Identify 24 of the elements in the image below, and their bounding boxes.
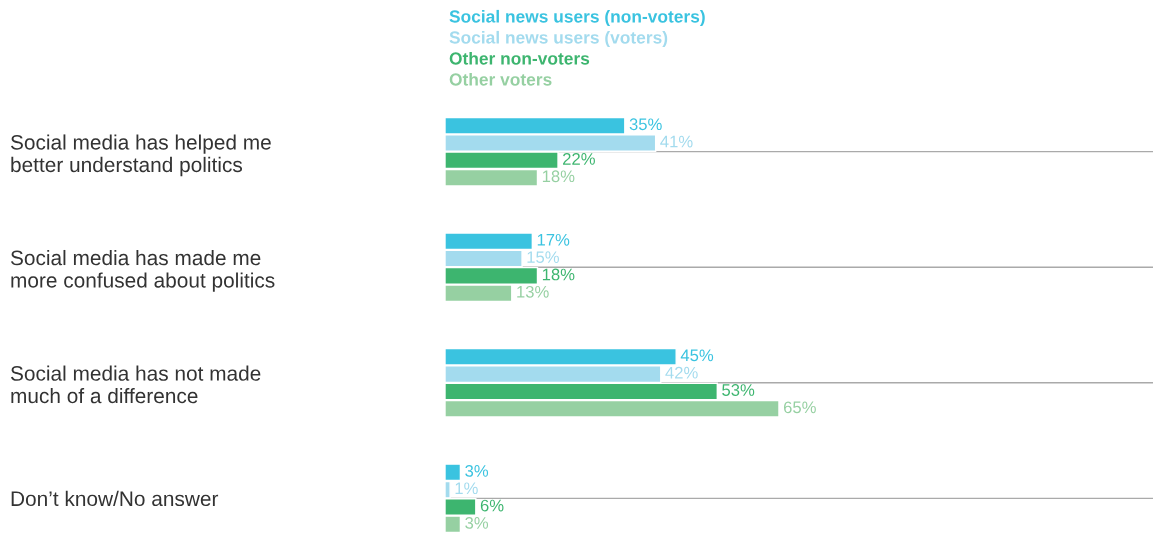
data-label: 18%	[542, 170, 575, 183]
y-tick-label: Social media has made me more confused about politics	[10, 249, 275, 292]
data-label: 22%	[563, 153, 595, 165]
data-label: 3%	[465, 517, 489, 529]
data-label: 13%	[517, 285, 549, 298]
data-label: 1%	[455, 482, 478, 495]
text: Social news users (voters)	[449, 30, 668, 48]
data-label: 6%	[480, 499, 504, 512]
data-label: 3%	[465, 465, 489, 477]
data-label: 15%	[527, 251, 559, 264]
text: Social news users (non-voters)	[449, 9, 705, 27]
data-label: 42%	[665, 366, 698, 379]
y-tick-label: Social media has not made much of a difference	[10, 365, 261, 404]
data-label: 35%	[629, 118, 662, 131]
text: Other non-voters	[449, 51, 590, 65]
data-label: 18%	[542, 268, 575, 281]
text: Other voters	[449, 72, 552, 86]
y-tick-label: Don’t know/No answer	[11, 490, 219, 507]
data-label: 45%	[680, 349, 714, 362]
data-label: 65%	[783, 401, 816, 414]
data-label: 41%	[660, 135, 693, 148]
data-label: 53%	[722, 384, 755, 396]
data-label: 17%	[537, 233, 570, 246]
y-tick-label: Social media has helped me better understand politics	[10, 134, 271, 177]
